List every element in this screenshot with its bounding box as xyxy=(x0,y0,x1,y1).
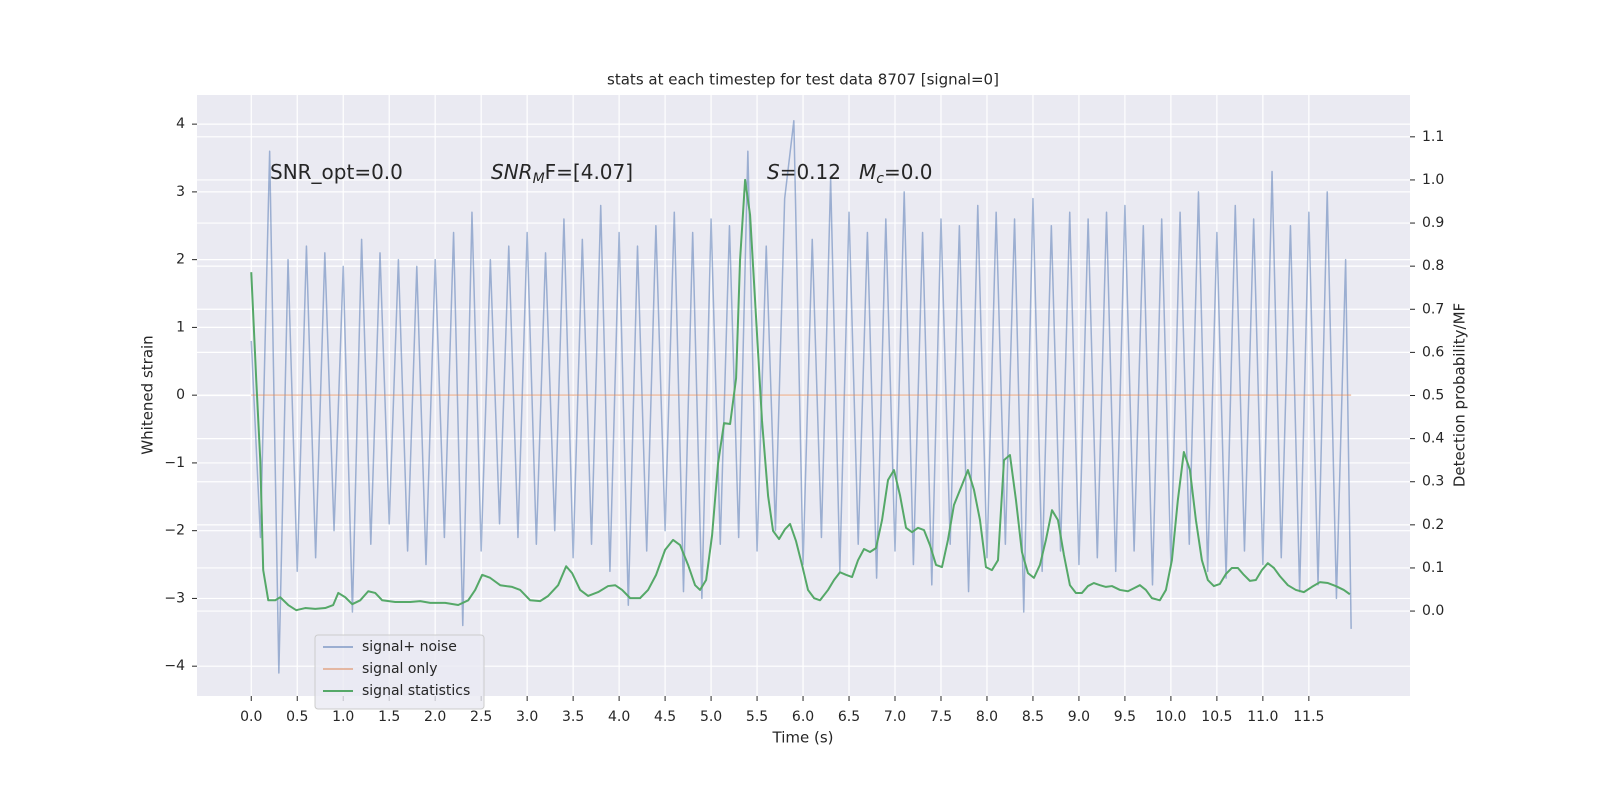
x-tick-label: 10.5 xyxy=(1201,709,1232,725)
x-tick-label: 8.0 xyxy=(976,709,998,725)
y-tick-label: 1 xyxy=(176,319,185,335)
x-tick-label: 2.0 xyxy=(424,709,446,725)
annotation-part: =0.0 xyxy=(884,160,933,184)
y-tick-label: 3 xyxy=(176,184,185,200)
y2-tick-label: 0.5 xyxy=(1422,388,1444,404)
legend-label: signal only xyxy=(362,661,437,677)
x-tick-label: 8.5 xyxy=(1022,709,1044,725)
x-tick-label: 11.0 xyxy=(1247,709,1278,725)
x-tick-label: 7.0 xyxy=(884,709,906,725)
y-tick-label: −1 xyxy=(164,455,185,471)
y2-tick-label: 0.4 xyxy=(1422,431,1444,447)
y2-tick-label: 0.9 xyxy=(1422,215,1444,231)
y-tick-label: −3 xyxy=(164,590,185,606)
x-tick-label: 3.0 xyxy=(516,709,538,725)
y-tick-label: 4 xyxy=(176,116,185,132)
y-tick-label: −2 xyxy=(164,523,185,539)
y2-tick-label: 0.1 xyxy=(1422,560,1444,576)
x-tick-label: 6.0 xyxy=(792,709,814,725)
y-tick-label: 2 xyxy=(176,252,185,268)
annotation: S=0.12 xyxy=(767,160,841,184)
x-tick-label: 4.0 xyxy=(608,709,630,725)
annotation-part: F=[4.07] xyxy=(545,160,633,184)
annotation: SNRMF=[4.07] xyxy=(491,160,633,188)
y-tick-label: 0 xyxy=(176,387,185,403)
x-tick-label: 3.5 xyxy=(562,709,584,725)
x-tick-label: 1.5 xyxy=(378,709,400,725)
y2-tick-label: 0.2 xyxy=(1422,517,1444,533)
x-tick-label: 0.5 xyxy=(286,709,308,725)
annotation: SNR_opt=0.0 xyxy=(270,160,403,184)
y2-tick-label: 0.7 xyxy=(1422,301,1444,317)
y2-tick-label: 0.0 xyxy=(1422,603,1444,619)
x-axis-label: Time (s) xyxy=(772,729,834,747)
y2-tick-label: 0.3 xyxy=(1422,474,1444,490)
annotation-part: =0.12 xyxy=(780,160,841,184)
annotation-part: S xyxy=(767,160,780,184)
y2-tick-label: 0.8 xyxy=(1422,258,1444,274)
legend: signal+ noise signal only signal statistic… xyxy=(314,634,485,710)
annotation-part: SNR_opt=0.0 xyxy=(270,160,403,184)
y-tick-label: −4 xyxy=(164,658,185,674)
y2-tick-label: 0.6 xyxy=(1422,344,1444,360)
x-tick-label: 1.0 xyxy=(332,709,354,725)
x-tick-label: 11.5 xyxy=(1293,709,1324,725)
y2-tick-label: 1.1 xyxy=(1422,129,1444,145)
x-tick-label: 9.5 xyxy=(1114,709,1136,725)
y-axis-label: Whitened strain xyxy=(139,335,157,454)
chart-title: stats at each timestep for test data 870… xyxy=(607,71,999,89)
legend-label: signal statistics xyxy=(362,683,470,699)
x-tick-label: 9.0 xyxy=(1068,709,1090,725)
y2-axis-label: Detection probability/MF xyxy=(1451,303,1469,487)
annotation-part: c xyxy=(876,171,884,187)
x-tick-label: 4.5 xyxy=(654,709,676,725)
x-tick-label: 0.0 xyxy=(240,709,262,725)
annotation-part: M xyxy=(533,171,545,187)
legend-box xyxy=(314,634,485,710)
annotation: Mc=0.0 xyxy=(859,160,933,188)
x-tick-label: 6.5 xyxy=(838,709,860,725)
x-tick-label: 5.0 xyxy=(700,709,722,725)
x-tick-label: 5.5 xyxy=(746,709,768,725)
y2-tick-label: 1.0 xyxy=(1422,172,1444,188)
x-tick-label: 2.5 xyxy=(470,709,492,725)
annotation-part: M xyxy=(859,160,876,184)
annotation-part: SNR xyxy=(491,160,533,184)
series-line xyxy=(250,178,1351,612)
x-tick-label: 10.0 xyxy=(1155,709,1186,725)
legend-label: signal+ noise xyxy=(362,639,457,655)
x-tick-label: 7.5 xyxy=(930,709,952,725)
